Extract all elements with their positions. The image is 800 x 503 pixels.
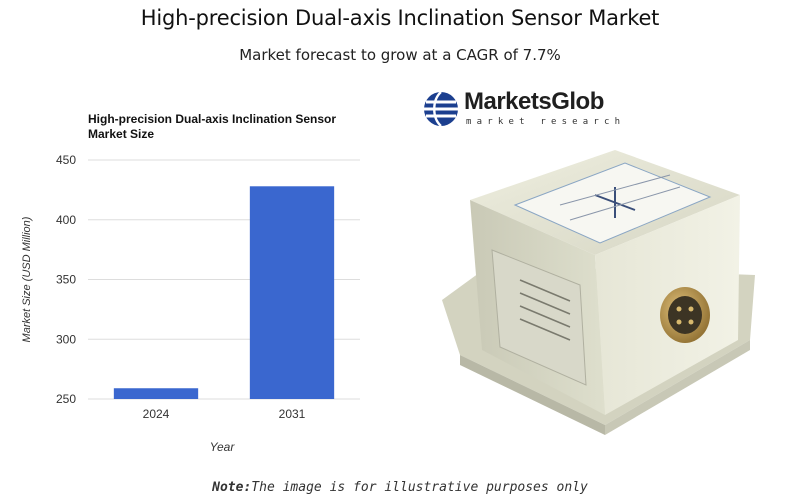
page-subtitle: Market forecast to grow at a CAGR of 7.7… xyxy=(239,46,561,64)
bar-2031 xyxy=(249,186,335,399)
x-tick-label: 2031 xyxy=(279,407,306,421)
chart-title: High-precision Dual-axis Inclination Sen… xyxy=(88,112,337,141)
bars xyxy=(113,186,335,399)
note-text: The image is for illustrative purposes o… xyxy=(251,480,588,495)
page-title: High-precision Dual-axis Inclination Sen… xyxy=(140,6,660,30)
logo-tagline: market research xyxy=(466,117,626,127)
bar-chart: 250 300 350 400 450 2024 2031 Market Size (US… xyxy=(21,153,360,454)
y-tick-label: 400 xyxy=(56,213,76,227)
logo-name: MarketsGlob xyxy=(464,88,604,115)
y-tick-label: 350 xyxy=(56,273,76,287)
x-axis-ticks: 2024 2031 xyxy=(143,407,306,421)
y-tick-label: 300 xyxy=(56,332,76,346)
x-axis-label: Year xyxy=(210,440,236,454)
sensor-product-image xyxy=(442,150,755,435)
y-tick-label: 250 xyxy=(56,392,76,406)
bar-2024 xyxy=(113,388,199,399)
y-axis-ticks: 250 300 350 400 450 xyxy=(56,153,76,406)
footnote: Note:The image is for illustrative purpo… xyxy=(0,480,800,495)
x-tick-label: 2024 xyxy=(143,407,170,421)
globe-logo-icon xyxy=(424,91,458,127)
y-tick-label: 450 xyxy=(56,153,76,167)
y-axis-label: Market Size (USD Million) xyxy=(21,216,33,342)
note-label: Note: xyxy=(212,480,252,495)
